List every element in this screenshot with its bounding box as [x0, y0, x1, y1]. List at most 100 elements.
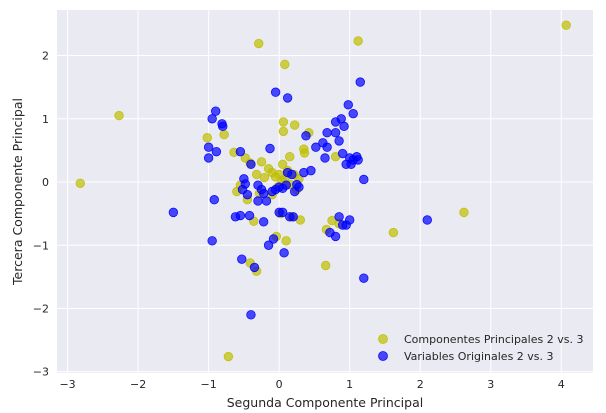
data-point — [278, 126, 289, 137]
plot-background — [57, 10, 593, 373]
x-tick-labels: −3 −2 −1 0 1 2 3 4 — [59, 378, 564, 391]
x-axis-label: Segunda Componente Principal — [227, 395, 423, 410]
data-point — [207, 236, 217, 246]
data-point — [209, 195, 219, 205]
data-point — [306, 165, 316, 176]
data-point — [359, 273, 369, 283]
data-point — [202, 133, 212, 143]
x-tick-label: 4 — [558, 378, 565, 391]
data-point — [237, 254, 247, 264]
data-point — [249, 262, 260, 273]
data-point — [210, 106, 221, 116]
data-point — [344, 215, 355, 225]
grid — [57, 10, 593, 373]
data-point — [168, 207, 179, 218]
data-point — [219, 129, 229, 140]
y-axis-label: Tercera Componente Principal — [10, 98, 25, 286]
data-point — [207, 114, 217, 124]
data-point — [355, 77, 365, 87]
data-point — [253, 196, 263, 206]
legend-marker-componentes — [378, 334, 388, 344]
data-point — [285, 212, 295, 222]
legend-marker-variables — [378, 351, 388, 361]
data-point — [263, 240, 274, 250]
y-tick-label: −1 — [33, 239, 49, 252]
data-point — [322, 142, 332, 152]
data-point — [336, 114, 346, 124]
data-point — [281, 236, 291, 246]
data-point — [330, 127, 341, 138]
data-point — [223, 351, 234, 362]
data-point — [114, 110, 124, 121]
y-tick-label: −2 — [33, 302, 49, 315]
data-point — [261, 196, 272, 206]
legend-label-componentes: Componentes Principales 2 vs. 3 — [404, 333, 583, 346]
data-point — [268, 234, 279, 244]
data-point — [280, 59, 290, 70]
data-point — [321, 260, 331, 271]
data-point — [334, 212, 344, 222]
data-point — [334, 136, 344, 146]
data-point — [278, 117, 289, 127]
data-point — [265, 143, 275, 154]
data-point — [244, 210, 255, 221]
data-point — [301, 131, 311, 141]
data-point — [256, 157, 267, 167]
data-point — [287, 169, 297, 180]
data-point — [422, 215, 432, 225]
data-point — [251, 169, 262, 180]
data-point — [235, 146, 246, 157]
data-point — [75, 178, 85, 188]
data-point — [289, 120, 300, 130]
data-point — [359, 174, 369, 185]
data-point — [294, 182, 304, 192]
data-point — [353, 155, 363, 165]
data-point — [299, 148, 310, 158]
data-point — [211, 146, 222, 157]
data-point — [343, 100, 353, 110]
data-point — [277, 159, 288, 170]
data-point — [330, 231, 341, 242]
data-point — [203, 142, 214, 152]
data-point — [337, 148, 348, 159]
data-point — [279, 248, 289, 258]
x-tick-label: 1 — [346, 378, 353, 391]
data-points — [75, 20, 571, 362]
data-point — [230, 212, 241, 222]
y-tick-label: 1 — [42, 113, 49, 126]
data-point — [322, 127, 332, 138]
data-point — [285, 152, 295, 162]
data-point — [320, 153, 330, 163]
y-tick-label: 2 — [42, 50, 49, 63]
data-point — [258, 217, 269, 227]
legend: Componentes Principales 2 vs. 3 Variable… — [378, 333, 583, 363]
x-tick-label: −3 — [59, 378, 75, 391]
data-point — [246, 310, 256, 320]
x-tick-label: −1 — [201, 378, 217, 391]
y-tick-labels: −3 −2 −1 0 1 2 — [33, 50, 49, 379]
x-tick-label: 2 — [417, 378, 424, 391]
data-point — [246, 159, 256, 170]
x-tick-label: 3 — [487, 378, 494, 391]
y-tick-label: −3 — [33, 366, 49, 379]
series-2 — [168, 77, 432, 320]
x-tick-label: 0 — [276, 378, 283, 391]
data-point — [242, 189, 253, 200]
x-tick-label: −2 — [130, 378, 146, 391]
legend-label-variables: Variables Originales 2 vs. 3 — [404, 350, 554, 363]
data-point — [277, 207, 288, 218]
data-point — [281, 180, 291, 190]
data-point — [270, 87, 281, 97]
data-point — [282, 93, 293, 103]
y-tick-label: 0 — [42, 176, 49, 189]
data-point — [348, 109, 358, 119]
data-point — [217, 119, 227, 129]
data-point — [311, 142, 321, 152]
data-point — [561, 20, 571, 30]
data-point — [353, 36, 363, 46]
data-point — [254, 38, 264, 49]
data-point — [459, 207, 469, 218]
data-point — [388, 227, 399, 238]
data-point — [259, 172, 270, 183]
